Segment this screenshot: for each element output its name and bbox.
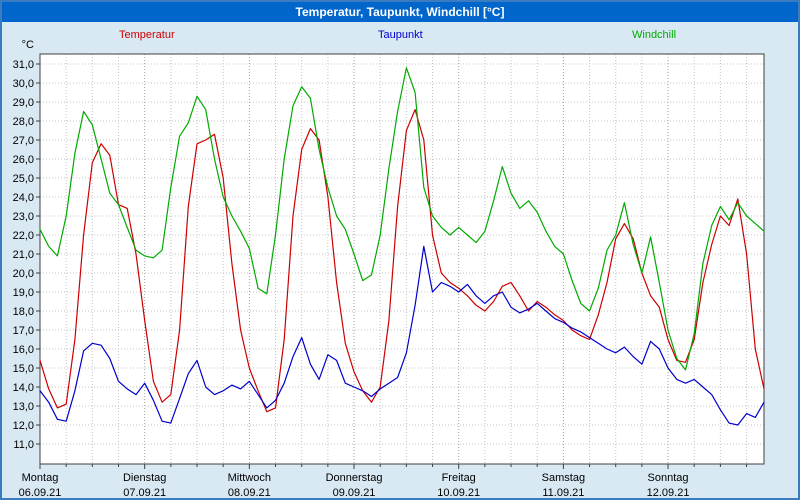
y-tick-label: 28,0 — [13, 116, 34, 128]
legend-item-taupunkt: Taupunkt — [378, 29, 423, 41]
title-bar: Temperatur, Taupunkt, Windchill [°C] — [2, 2, 798, 22]
date-label: 11.09.21 — [542, 487, 584, 499]
day-label: Sonntag — [648, 472, 689, 484]
y-tick-label: 16,0 — [13, 344, 34, 356]
y-tick-label: 19,0 — [13, 287, 34, 299]
y-tick-label: 20,0 — [13, 268, 34, 280]
y-tick-label: 21,0 — [13, 249, 34, 261]
y-tick-label: 18,0 — [13, 306, 34, 318]
y-tick-label: 29,0 — [13, 97, 34, 109]
y-tick-label: 27,0 — [13, 135, 34, 147]
date-label: 07.09.21 — [123, 487, 166, 499]
series-temperatur-line — [39, 108, 765, 413]
date-label: 09.09.21 — [333, 487, 376, 499]
day-label: Dienstag — [123, 472, 166, 484]
date-label: 12.09.21 — [647, 487, 690, 499]
day-label: Freitag — [442, 472, 476, 484]
plot-area — [40, 54, 764, 464]
legend-item-temperatur: Temperatur — [119, 29, 175, 41]
y-tick-label: 25,0 — [13, 173, 34, 185]
y-axis-unit-label: °C — [22, 39, 34, 51]
day-label: Montag — [22, 472, 59, 484]
y-tick-label: 24,0 — [13, 192, 34, 204]
y-tick-label: 30,0 — [13, 78, 34, 90]
y-tick-label: 26,0 — [13, 154, 34, 166]
y-tick-label: 13,0 — [13, 401, 34, 413]
y-tick-label: 31,0 — [13, 59, 34, 71]
window-title: Temperatur, Taupunkt, Windchill [°C] — [295, 5, 505, 19]
y-tick-label: 14,0 — [13, 382, 34, 394]
day-label: Mittwoch — [228, 472, 271, 484]
day-label: Samstag — [542, 472, 585, 484]
day-label: Donnerstag — [326, 472, 383, 484]
y-tick-label: 23,0 — [13, 211, 34, 223]
y-tick-label: 12,0 — [13, 420, 34, 432]
plot-frame — [39, 53, 765, 465]
date-label: 10.09.21 — [437, 487, 480, 499]
series-windchill-line — [39, 67, 765, 371]
y-tick-label: 11,0 — [13, 439, 34, 451]
y-tick-label: 17,0 — [13, 325, 34, 337]
y-tick-label: 22,0 — [13, 230, 34, 242]
series-taupunkt-line — [39, 245, 765, 426]
date-label: 08.09.21 — [228, 487, 271, 499]
legend-item-windchill: Windchill — [632, 29, 677, 41]
date-label: 06.09.21 — [19, 487, 62, 499]
y-tick-label: 15,0 — [13, 363, 34, 375]
